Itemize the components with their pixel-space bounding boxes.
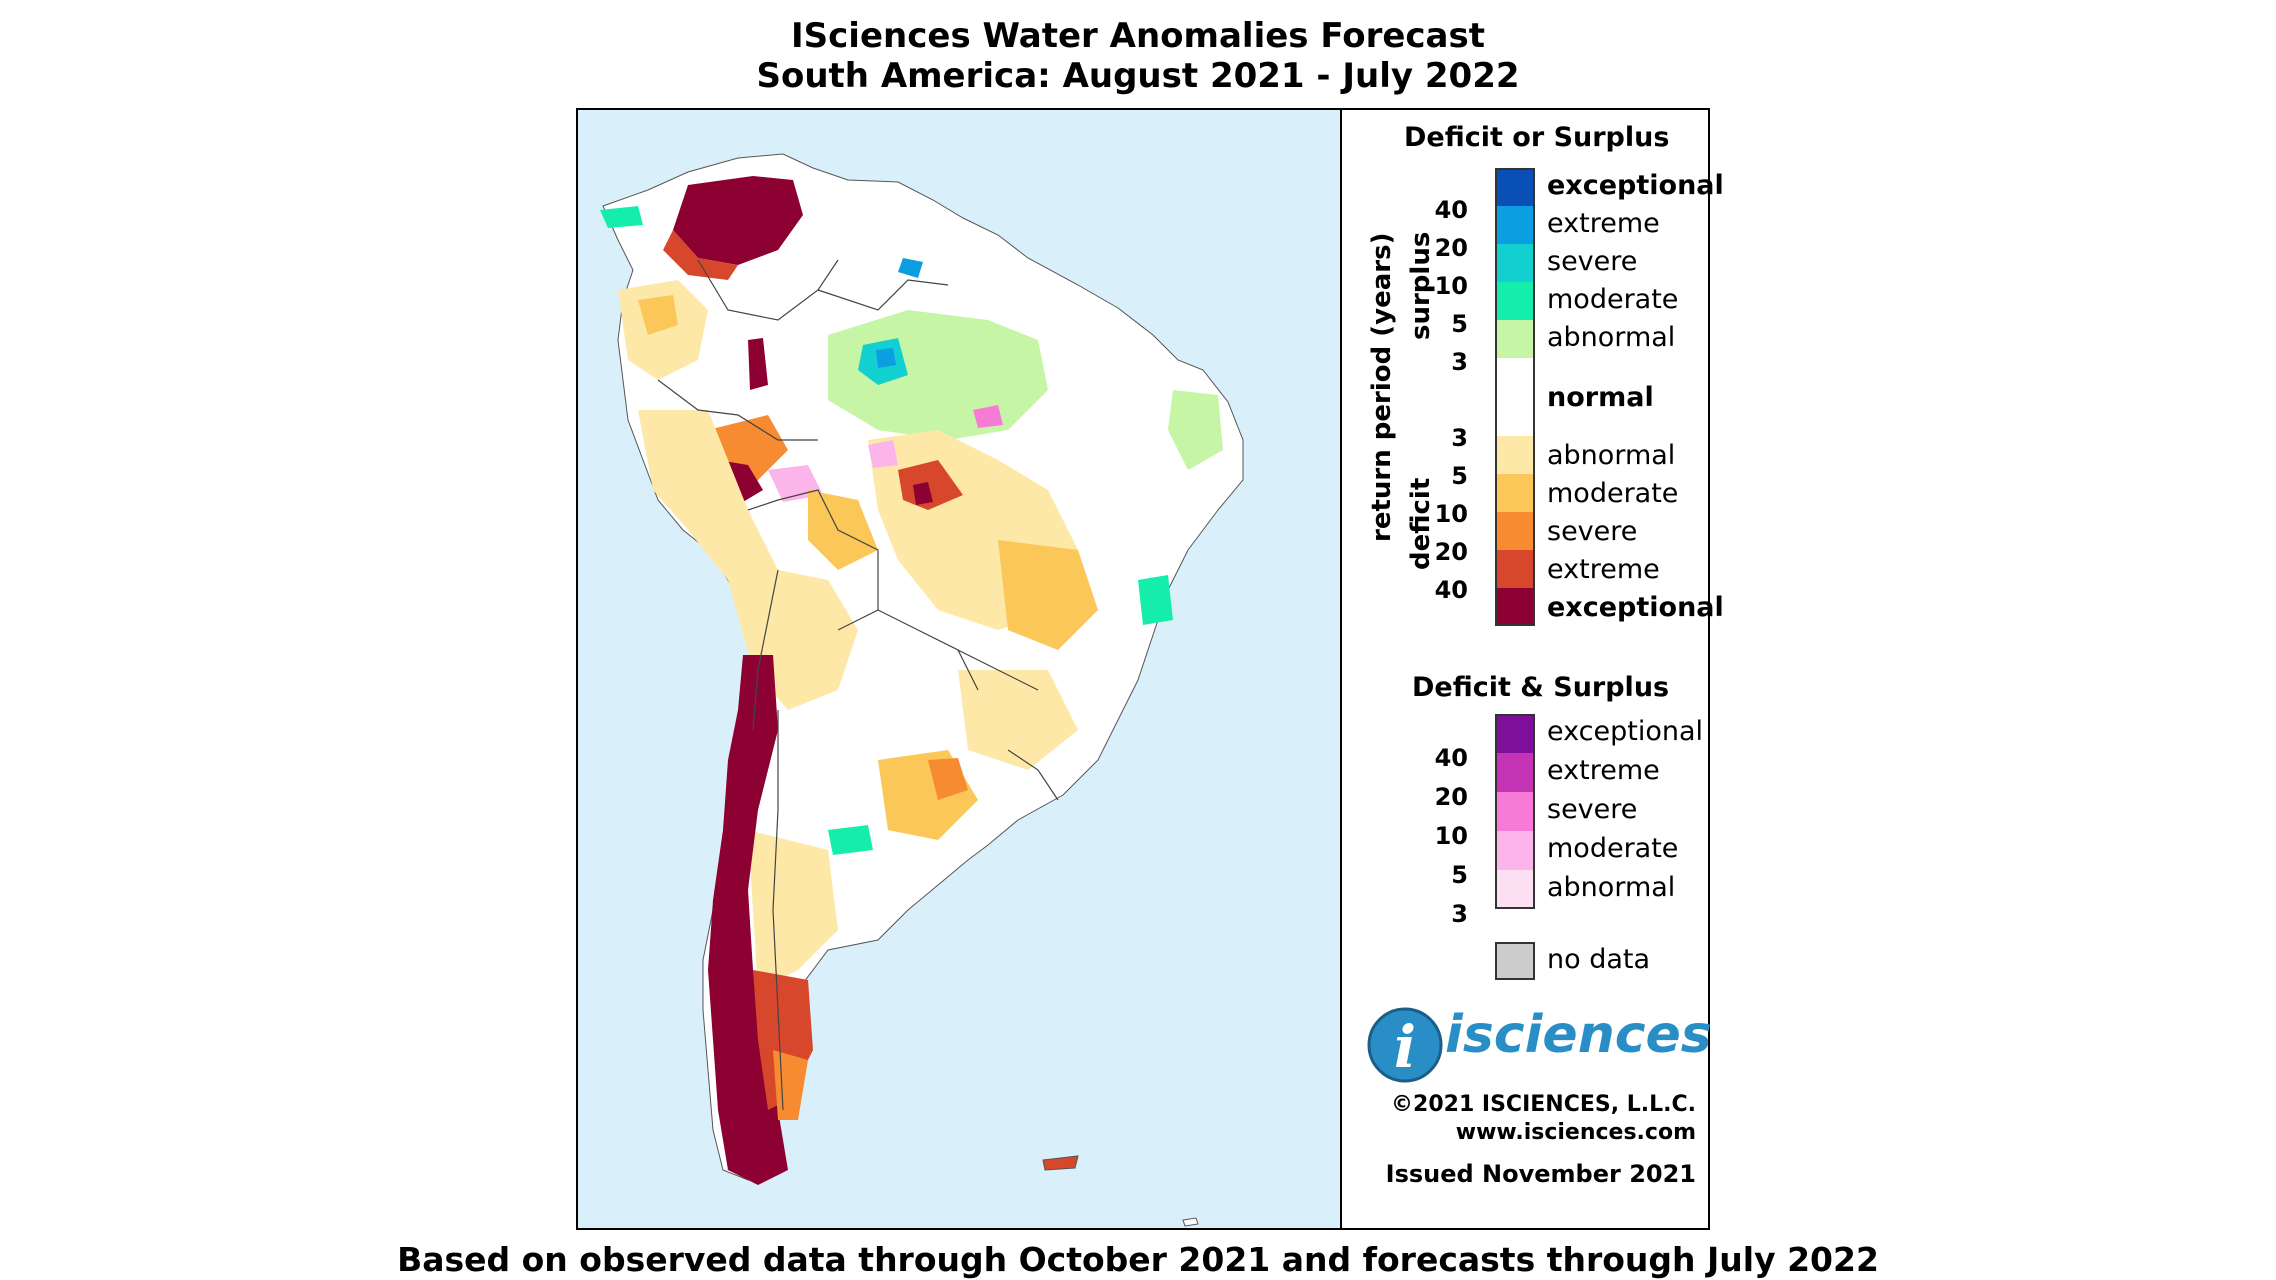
country-borders bbox=[657, 259, 1059, 1111]
issued-date: Issued November 2021 bbox=[1385, 1160, 1696, 1188]
normal-label: normal bbox=[1547, 382, 1654, 413]
both-tick-10: 10 bbox=[1434, 822, 1468, 850]
legend-heading-deficit-and-surplus: Deficit & Surplus bbox=[1412, 672, 1670, 703]
surplus-tick-20: 20 bbox=[1434, 234, 1468, 262]
legend-heading-deficit-or-surplus: Deficit or Surplus bbox=[1404, 122, 1670, 153]
surplus-argentina bbox=[828, 825, 873, 855]
both-tick-20: 20 bbox=[1434, 783, 1468, 811]
deficit-tick-40: 40 bbox=[1434, 576, 1468, 604]
map-title-line2: South America: August 2021 - July 2022 bbox=[756, 56, 1520, 96]
both-swatch-exceptional bbox=[1495, 714, 1535, 753]
both-label-abnormal: abnormal bbox=[1547, 872, 1676, 903]
deficit-label-abnormal: abnormal bbox=[1547, 440, 1676, 471]
surplus-swatch-abnormal bbox=[1495, 320, 1535, 358]
surplus-tick-10: 10 bbox=[1434, 272, 1468, 300]
nodata-swatch bbox=[1495, 942, 1535, 980]
surplus-guiana-coast bbox=[898, 258, 923, 278]
deficit-swatch-abnormal bbox=[1495, 436, 1535, 474]
surplus-tick-3: 3 bbox=[1451, 348, 1468, 376]
map-title-line1: ISciences Water Anomalies Forecast bbox=[791, 16, 1485, 56]
deficit-venezuela-edge bbox=[663, 230, 738, 280]
surplus-label-moderate: moderate bbox=[1547, 284, 1679, 315]
panel-divider bbox=[1340, 110, 1342, 1228]
surplus-ne-brazil bbox=[1168, 390, 1223, 470]
both-label-severe: severe bbox=[1547, 794, 1638, 825]
deficit-swatch-exceptional bbox=[1495, 588, 1535, 626]
surplus-swatch-extreme bbox=[1495, 206, 1535, 244]
deficit-brazil-exc bbox=[913, 482, 933, 505]
both-tick-40: 40 bbox=[1434, 744, 1468, 772]
deficit-label-exceptional: exceptional bbox=[1547, 592, 1724, 623]
deficit-colombia-moderate bbox=[638, 295, 678, 335]
deficit-label-moderate: moderate bbox=[1547, 478, 1679, 509]
map-frame bbox=[576, 108, 1710, 1230]
deficit-argentina-south bbox=[748, 830, 838, 990]
deficit-tick-3: 3 bbox=[1451, 424, 1468, 452]
nodata-label: no data bbox=[1547, 944, 1651, 975]
isciences-logo-mark: i bbox=[1367, 1007, 1443, 1083]
both-swatch-severe bbox=[1495, 792, 1535, 831]
deficit-venezuela bbox=[673, 176, 803, 265]
copyright: ©2021 ISCIENCES, L.L.C. bbox=[1391, 1092, 1696, 1117]
surplus-label-exceptional: exceptional bbox=[1547, 170, 1724, 201]
deficit-tick-20: 20 bbox=[1434, 538, 1468, 566]
both-amazon bbox=[973, 405, 1003, 428]
both-swatch-abnormal bbox=[1495, 870, 1535, 909]
south-america-map bbox=[600, 153, 1244, 1227]
deficit-label-severe: severe bbox=[1547, 516, 1638, 547]
surplus-colombia-coast bbox=[600, 206, 643, 228]
legend-surplus-label: surplus bbox=[1406, 231, 1436, 340]
surplus-label-extreme: extreme bbox=[1547, 208, 1660, 239]
deficit-label-extreme: extreme bbox=[1547, 554, 1660, 585]
falklands-islands bbox=[1042, 1155, 1079, 1171]
deficit-tick-10: 10 bbox=[1434, 500, 1468, 528]
legend-deficit-label: deficit bbox=[1406, 477, 1436, 570]
map-panel bbox=[578, 110, 1340, 1228]
both-tick-5: 5 bbox=[1451, 861, 1468, 889]
surplus-swatch-severe bbox=[1495, 244, 1535, 282]
both-brazil bbox=[868, 440, 898, 468]
deficit-argentina-severe bbox=[928, 758, 968, 800]
legend-axis-label: return period (years) bbox=[1367, 232, 1397, 542]
deficit-patagonia-light bbox=[773, 1050, 808, 1120]
deficit-south-brazil bbox=[958, 670, 1078, 770]
deficit-tick-5: 5 bbox=[1451, 462, 1468, 490]
deficit-brazil-east bbox=[998, 540, 1098, 650]
both-label-moderate: moderate bbox=[1547, 833, 1679, 864]
surplus-swatch-moderate bbox=[1495, 282, 1535, 320]
deficit-swatch-severe bbox=[1495, 512, 1535, 550]
south-georgia-island bbox=[1182, 1217, 1199, 1227]
normal-swatch bbox=[1495, 358, 1535, 436]
surplus-tick-40: 40 bbox=[1434, 196, 1468, 224]
surplus-brazil-east bbox=[1138, 575, 1173, 625]
deficit-swatch-extreme bbox=[1495, 550, 1535, 588]
deficit-brazil-severe bbox=[898, 460, 963, 510]
both-swatch-extreme bbox=[1495, 753, 1535, 792]
surplus-tick-5: 5 bbox=[1451, 310, 1468, 338]
both-tick-3: 3 bbox=[1451, 900, 1468, 928]
deficit-colombia-exc bbox=[748, 338, 768, 390]
svg-text:i: i bbox=[1394, 1013, 1416, 1081]
deficit-swatch-moderate bbox=[1495, 474, 1535, 512]
website-link[interactable]: www.isciences.com bbox=[1455, 1120, 1696, 1145]
both-label-extreme: extreme bbox=[1547, 755, 1660, 786]
isciences-logo-text: isciences bbox=[1445, 1005, 1712, 1065]
deficit-bolivia-moderate bbox=[808, 490, 878, 570]
surplus-label-abnormal: abnormal bbox=[1547, 322, 1676, 353]
both-swatch-moderate bbox=[1495, 831, 1535, 870]
surplus-label-severe: severe bbox=[1547, 246, 1638, 277]
both-label-exceptional: exceptional bbox=[1547, 716, 1704, 747]
surplus-swatch-exceptional bbox=[1495, 168, 1535, 206]
footer-note: Based on observed data through October 2… bbox=[397, 1240, 1879, 1279]
deficit-peru-bolivia bbox=[638, 410, 858, 710]
surplus-amazon-blue bbox=[876, 348, 896, 368]
